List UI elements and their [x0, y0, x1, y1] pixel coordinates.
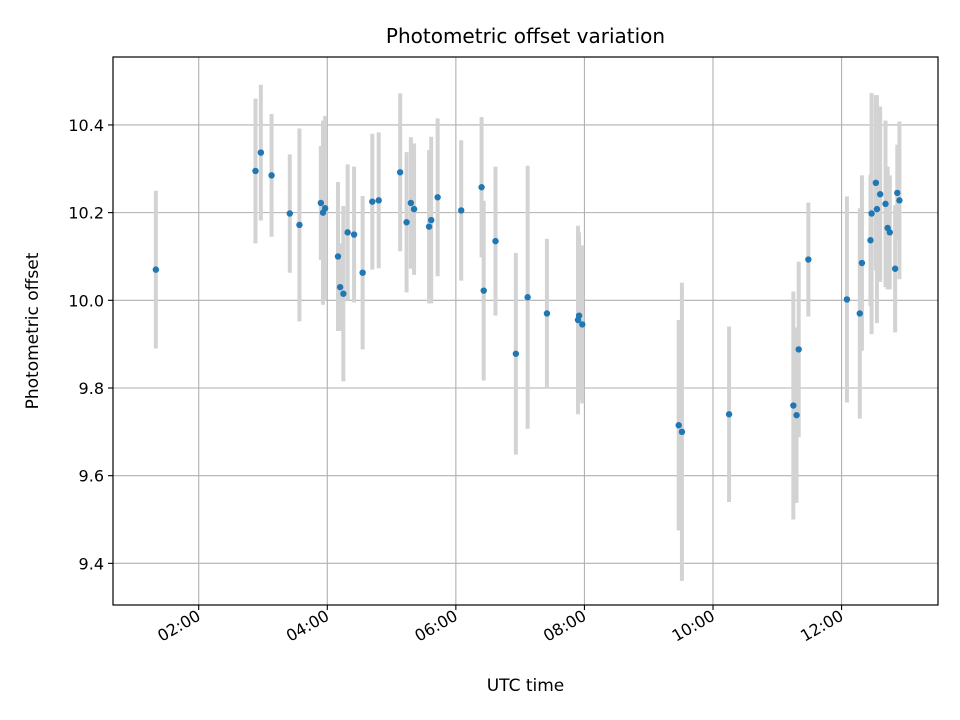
data-point: [678, 428, 686, 436]
data-point: [873, 205, 881, 213]
y-tick-label: 9.4: [79, 554, 104, 573]
data-point: [478, 184, 485, 191]
data-point: [858, 259, 866, 267]
data-point: [428, 216, 435, 224]
data-point: [872, 179, 880, 187]
data-point: [524, 294, 531, 301]
data-point: [344, 229, 351, 236]
data-point: [407, 199, 415, 207]
data-point: [286, 210, 293, 217]
data-point: [350, 231, 358, 238]
data-point: [296, 221, 303, 229]
y-tick-label: 10.2: [68, 204, 104, 223]
data-point: [268, 172, 275, 179]
data-point: [396, 169, 404, 176]
data-point: [843, 296, 851, 303]
plot-frame: [112, 56, 939, 606]
data-points: [152, 149, 903, 436]
data-point: [868, 210, 875, 217]
data-point: [543, 310, 551, 317]
data-point: [675, 422, 682, 429]
data-point: [321, 205, 329, 212]
data-point: [882, 200, 889, 208]
data-point: [790, 402, 797, 409]
data-point: [725, 411, 733, 418]
data-point: [403, 219, 410, 226]
y-tick-label: 9.8: [79, 379, 104, 398]
data-point: [512, 350, 520, 357]
data-point: [334, 253, 342, 260]
data-point: [867, 237, 874, 244]
chart-title: Photometric offset variation: [386, 24, 665, 48]
data-point: [152, 266, 160, 273]
data-point: [805, 256, 812, 263]
data-point: [896, 197, 903, 204]
data-point: [336, 283, 344, 291]
data-point: [579, 321, 586, 328]
data-point: [856, 310, 863, 317]
data-point: [886, 229, 893, 236]
y-tick-label: 10.0: [68, 291, 104, 310]
data-point: [575, 312, 583, 319]
data-point: [876, 191, 884, 198]
x-axis-label: UTC time: [487, 676, 565, 696]
data-point: [340, 290, 347, 297]
data-point: [317, 199, 325, 207]
data-point: [375, 197, 382, 204]
data-point: [480, 287, 487, 294]
data-point: [252, 167, 259, 175]
data-point: [410, 205, 418, 213]
y-tick-label: 9.6: [79, 467, 104, 486]
data-point: [359, 269, 366, 276]
data-point: [257, 149, 265, 156]
y-axis-label: Photometric offset: [23, 252, 43, 409]
y-tick-label: 10.4: [68, 116, 104, 135]
data-point: [369, 198, 376, 205]
data-point: [425, 223, 433, 230]
data-point: [795, 346, 802, 353]
data-point: [434, 194, 441, 201]
data-point: [458, 207, 465, 214]
data-point: [793, 411, 800, 419]
data-point: [492, 237, 499, 245]
data-point: [891, 265, 899, 272]
data-point: [894, 189, 901, 197]
